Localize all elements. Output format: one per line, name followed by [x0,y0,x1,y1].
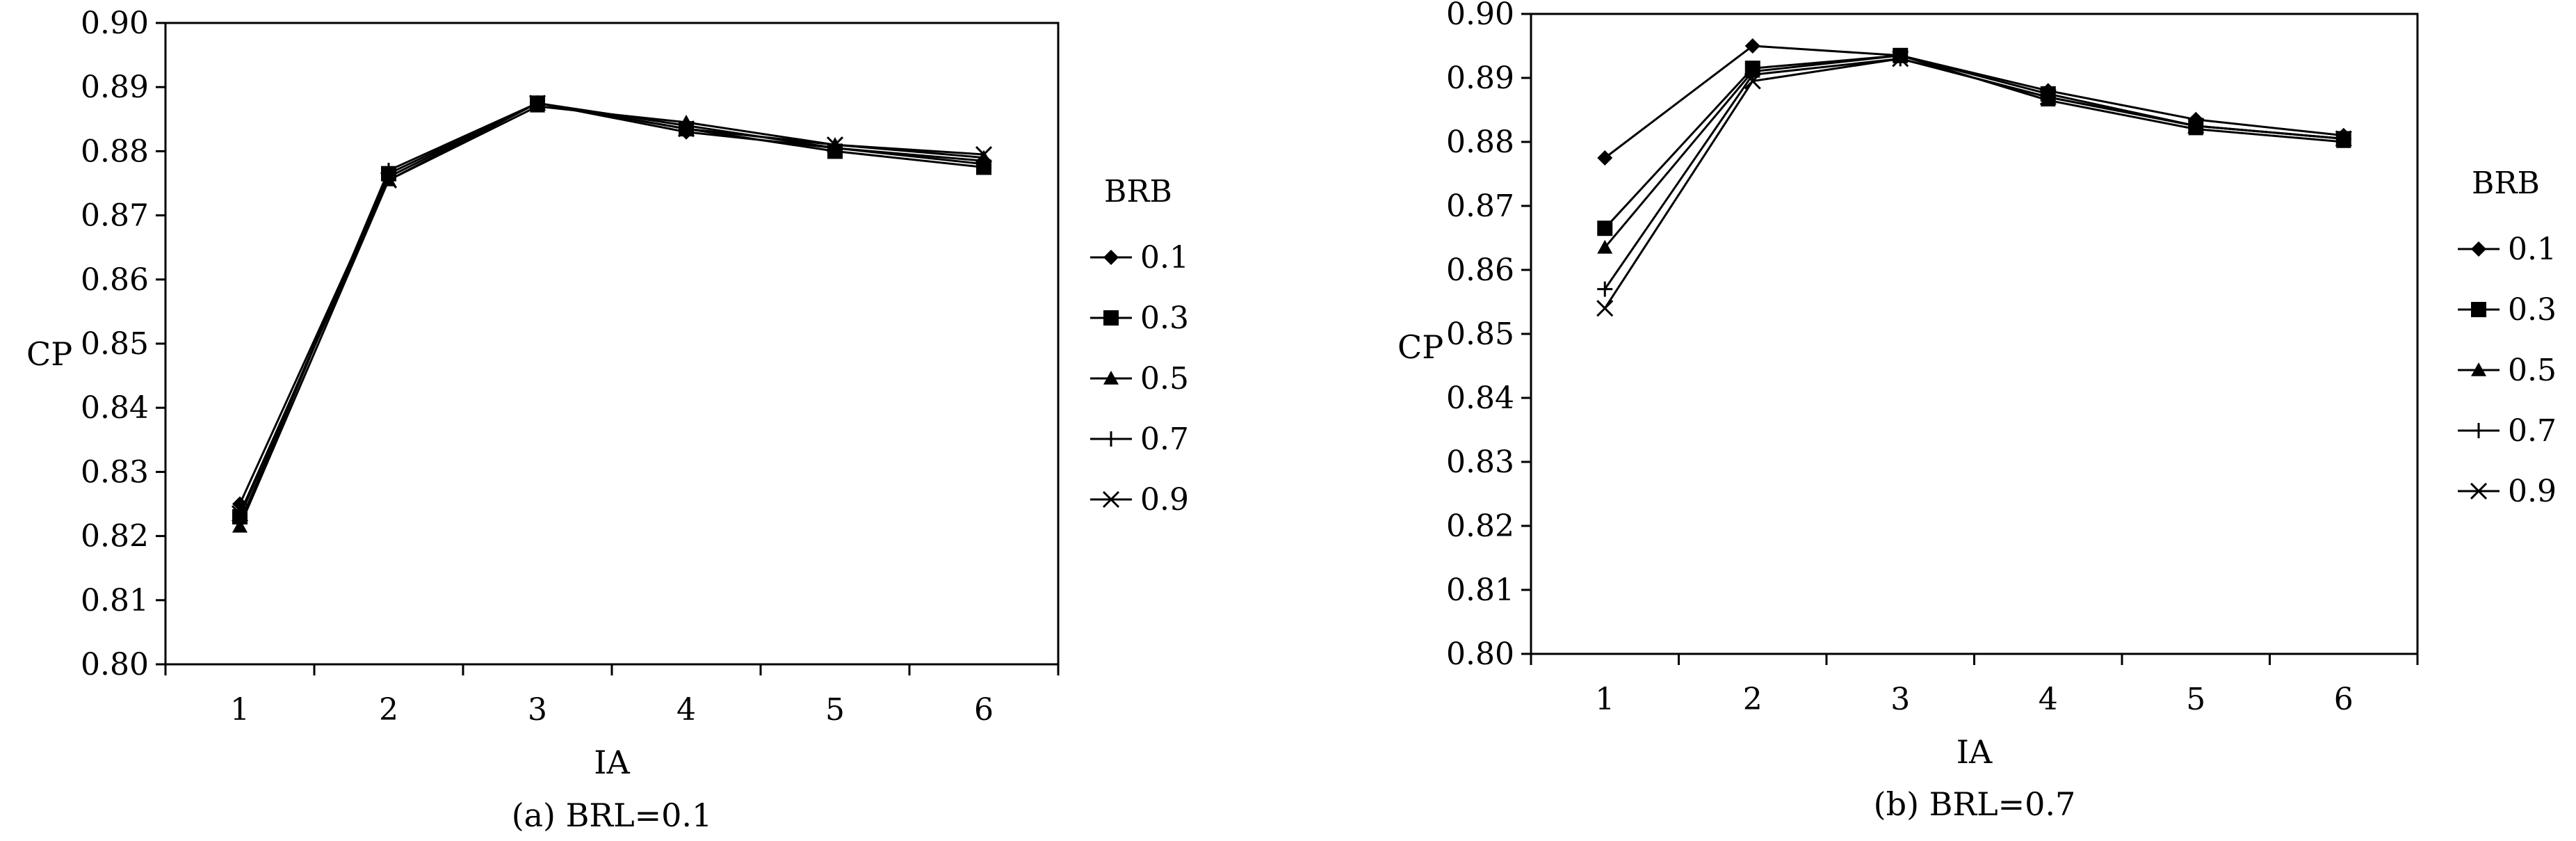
plot-frame [1530,13,2419,655]
chart-b: 0.80 0.81 0.82 0.83 0.84 0.85 0.86 0.87 0.88 0.89… [1398,0,2557,823]
y-tick-label: 0.89 [81,70,149,105]
series-line-0.3 [1604,54,2344,230]
legend-entry-label: 0.3 [1140,301,1189,336]
y-tick-label: 0.90 [81,6,149,41]
data-point-0.9 [231,505,249,522]
y-tick-label: 0.80 [81,647,149,682]
data-point-0.7 [679,118,694,134]
legend-marker [1103,250,1119,265]
x-tick-label: 4 [677,692,696,728]
legend-entry-label: 0.7 [1140,422,1189,457]
y-axis-label: CP [26,335,72,373]
y-tick-label: 0.80 [1446,636,1514,672]
chart-a: 0.80 0.81 0.82 0.83 0.84 0.85 0.86 0.87 0.88 0.89… [26,6,1189,834]
legend-marker [2471,241,2486,257]
y-tick-label: 0.82 [1446,508,1514,544]
data-point-0.9 [1892,50,1909,67]
data-point-0.9 [2039,88,2057,106]
figure-caption: (b) BRL=0.7 [1874,785,2076,823]
legend-title: BRB [1104,174,1172,209]
series-line-0.7 [238,102,985,524]
legend-entry-label: 0.5 [1140,361,1189,397]
y-tick-label: 0.82 [81,519,149,554]
data-point-0.9 [528,95,546,112]
legend-marker [2470,482,2488,500]
x-tick-label: 1 [1595,682,1614,717]
series-line-0.9 [1603,57,2344,310]
data-point-0.1 [1744,38,1760,54]
x-tick-label: 3 [1890,682,1910,717]
series-line-0.7 [1604,57,2344,290]
y-tick-label: 0.85 [1446,317,1514,352]
y-tick-label: 0.84 [1446,381,1514,416]
data-point-0.7 [232,515,248,531]
data-point-0.3 [1597,221,1613,237]
y-tick-label: 0.83 [1446,444,1514,480]
y-tick-label: 0.86 [1446,253,1514,288]
legend-marker [1103,371,1119,385]
x-tick-label: 1 [230,692,250,728]
series-line-0.1 [1604,45,2344,159]
y-axis-label: CP [1398,328,1443,366]
legend-marker [2471,423,2486,438]
y-tick-label: 0.84 [81,390,149,426]
x-tick-label: 5 [2186,682,2205,717]
y-tick-label: 0.87 [1446,189,1514,224]
x-tick-label: 2 [1743,682,1763,717]
y-tick-label: 0.81 [1446,572,1514,608]
data-point-0.9 [2187,117,2205,135]
legend-marker [2471,302,2486,317]
x-axis-label: IA [594,744,630,781]
x-tick-label: 5 [825,692,845,728]
y-tick-label: 0.89 [1446,61,1514,96]
legend-entry-label: 0.1 [2508,232,2557,267]
x-tick-label: 6 [974,692,994,728]
y-tick-label: 0.83 [81,454,149,490]
series-line-0.5 [1604,54,2344,248]
data-point-0.7 [827,140,843,156]
x-tick-label: 3 [528,692,547,728]
series-line-0.9 [238,102,985,514]
legend-entry-label: 0.3 [2508,292,2557,328]
data-point-0.9 [1744,72,1761,90]
x-axis-label: IA [1957,733,1993,771]
data-point-0.9 [677,120,695,138]
series-line-0.1 [238,102,985,505]
y-tick-label: 0.88 [1446,125,1514,160]
series-line-0.5 [238,105,985,527]
data-point-0.9 [380,171,398,189]
y-tick-label: 0.88 [81,134,149,169]
x-tick-label: 6 [2334,682,2354,717]
x-tick-label: 2 [379,692,398,728]
data-point-0.9 [1596,300,1614,317]
legend-marker [2471,362,2486,376]
legend-entry-label: 0.7 [2508,413,2557,449]
legend-entry-label: 0.1 [1140,240,1189,275]
legend-title: BRB [2472,166,2540,201]
y-tick-label: 0.86 [81,262,149,298]
legend-entry-label: 0.5 [2508,353,2557,388]
data-point-0.9 [975,145,993,163]
data-point-0.1 [1597,150,1613,166]
y-tick-label: 0.90 [1446,0,1514,32]
y-tick-label: 0.87 [81,198,149,234]
y-tick-label: 0.85 [81,326,149,362]
plot-frame [164,22,1060,666]
data-point-0.9 [826,136,844,154]
x-tick-label: 4 [2039,682,2058,717]
legend-entry-label: 0.9 [2508,474,2557,509]
data-point-0.7 [381,163,396,179]
y-tick-label: 0.81 [81,583,149,618]
data-point-0.9 [2335,130,2352,147]
legend-marker [1103,310,1119,326]
legend-marker [1103,431,1119,447]
legend-marker [1102,490,1120,508]
figure-caption: (a) BRL=0.1 [512,796,713,834]
data-point-0.5 [1597,239,1613,254]
legend-entry-label: 0.9 [1140,482,1189,518]
data-point-0.7 [1597,281,1613,297]
series-line-0.3 [238,102,985,518]
